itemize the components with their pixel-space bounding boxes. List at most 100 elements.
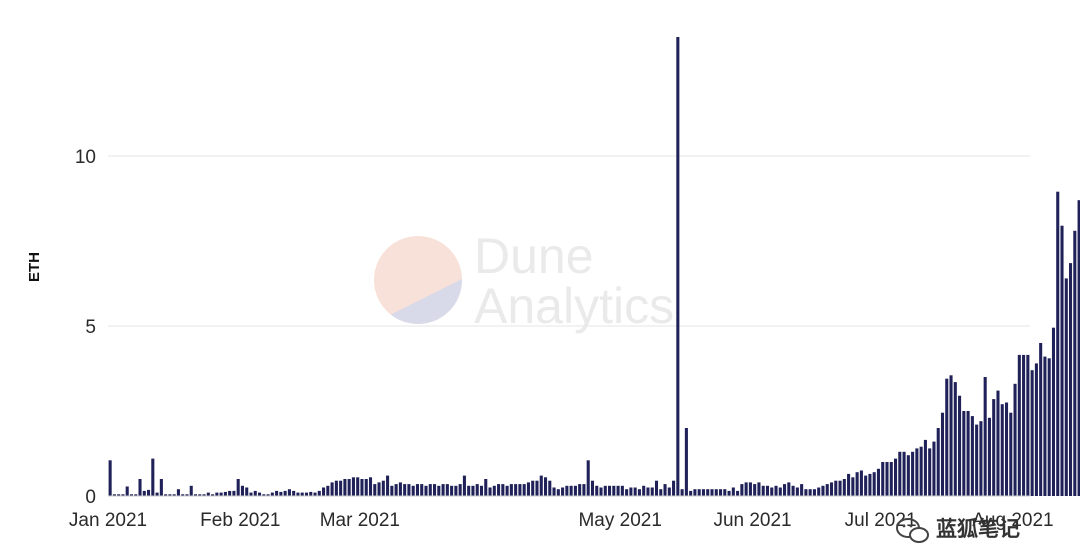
- bar[interactable]: [898, 451, 902, 496]
- bar[interactable]: [731, 487, 735, 497]
- bar[interactable]: [765, 485, 770, 496]
- bar[interactable]: [966, 411, 970, 496]
- bar[interactable]: [441, 484, 445, 496]
- bar[interactable]: [757, 482, 761, 496]
- bar[interactable]: [774, 485, 778, 496]
- bar[interactable]: [616, 485, 620, 496]
- bar[interactable]: [403, 484, 407, 496]
- bar[interactable]: [923, 439, 927, 496]
- bar[interactable]: [1022, 354, 1026, 496]
- bar[interactable]: [727, 490, 731, 496]
- bar[interactable]: [1017, 354, 1021, 496]
- bar[interactable]: [360, 479, 364, 496]
- bar[interactable]: [1030, 370, 1034, 496]
- bar[interactable]: [979, 421, 983, 496]
- bar[interactable]: [543, 477, 548, 496]
- bar[interactable]: [590, 480, 595, 496]
- bar[interactable]: [829, 482, 834, 496]
- bar[interactable]: [509, 484, 513, 496]
- bar[interactable]: [586, 460, 590, 496]
- bar[interactable]: [185, 494, 189, 496]
- bar[interactable]: [633, 487, 637, 497]
- bar[interactable]: [202, 494, 206, 496]
- bar[interactable]: [313, 492, 317, 496]
- bar[interactable]: [676, 37, 680, 496]
- bar[interactable]: [778, 487, 782, 497]
- bar[interactable]: [650, 487, 654, 497]
- bar[interactable]: [258, 492, 262, 496]
- bar[interactable]: [1073, 230, 1077, 497]
- bar[interactable]: [317, 490, 321, 496]
- bar[interactable]: [193, 494, 198, 496]
- bar[interactable]: [1034, 363, 1038, 496]
- bar[interactable]: [748, 482, 752, 496]
- bar[interactable]: [219, 492, 223, 496]
- bar[interactable]: [253, 490, 257, 496]
- bar[interactable]: [646, 487, 650, 497]
- bar[interactable]: [437, 485, 441, 496]
- bar[interactable]: [659, 489, 663, 496]
- bar[interactable]: [680, 489, 684, 496]
- bar[interactable]: [522, 484, 526, 496]
- bar[interactable]: [987, 417, 991, 496]
- bar[interactable]: [693, 489, 697, 496]
- bar[interactable]: [847, 473, 851, 496]
- bar[interactable]: [808, 489, 812, 496]
- bar[interactable]: [975, 424, 979, 496]
- bar[interactable]: [842, 479, 846, 496]
- bar[interactable]: [211, 494, 215, 496]
- bar[interactable]: [518, 484, 522, 496]
- bar[interactable]: [565, 485, 569, 496]
- bar[interactable]: [125, 486, 129, 496]
- bar[interactable]: [821, 485, 825, 496]
- bar[interactable]: [262, 494, 266, 496]
- bar[interactable]: [236, 479, 240, 496]
- bar[interactable]: [851, 477, 855, 496]
- bar[interactable]: [351, 477, 355, 496]
- bar[interactable]: [151, 458, 155, 496]
- bar[interactable]: [198, 494, 202, 496]
- bar[interactable]: [753, 484, 757, 496]
- bar[interactable]: [415, 484, 419, 496]
- bar[interactable]: [484, 479, 488, 496]
- bar[interactable]: [783, 484, 787, 496]
- bar[interactable]: [129, 494, 134, 496]
- bar[interactable]: [309, 491, 313, 496]
- bar[interactable]: [450, 485, 454, 496]
- bar[interactable]: [625, 489, 629, 496]
- bar[interactable]: [770, 487, 774, 497]
- bar[interactable]: [817, 487, 821, 497]
- bar[interactable]: [347, 479, 351, 496]
- bar[interactable]: [684, 428, 688, 496]
- bar[interactable]: [1026, 354, 1030, 496]
- bar[interactable]: [992, 399, 996, 496]
- bar[interactable]: [838, 480, 842, 496]
- bar[interactable]: [1013, 383, 1017, 496]
- bar[interactable]: [373, 484, 377, 496]
- bar[interactable]: [1043, 356, 1047, 496]
- bar[interactable]: [561, 487, 565, 497]
- bar[interactable]: [864, 475, 868, 496]
- bar[interactable]: [433, 484, 437, 496]
- bar[interactable]: [275, 490, 279, 496]
- bar[interactable]: [117, 494, 121, 496]
- bar[interactable]: [855, 472, 859, 496]
- bar[interactable]: [138, 479, 142, 496]
- bar[interactable]: [539, 475, 543, 496]
- bar[interactable]: [569, 485, 573, 496]
- bar[interactable]: [795, 487, 799, 497]
- bar[interactable]: [876, 468, 880, 496]
- bar[interactable]: [573, 485, 577, 496]
- bar[interactable]: [475, 484, 479, 496]
- bar[interactable]: [1056, 191, 1060, 496]
- bar[interactable]: [697, 489, 701, 496]
- bar[interactable]: [552, 487, 556, 497]
- bar[interactable]: [710, 489, 714, 496]
- bar[interactable]: [526, 482, 530, 496]
- bar[interactable]: [928, 448, 932, 496]
- bar[interactable]: [654, 480, 659, 496]
- bar[interactable]: [428, 484, 432, 496]
- bar[interactable]: [689, 490, 693, 496]
- bar[interactable]: [548, 480, 552, 496]
- bar[interactable]: [330, 482, 334, 496]
